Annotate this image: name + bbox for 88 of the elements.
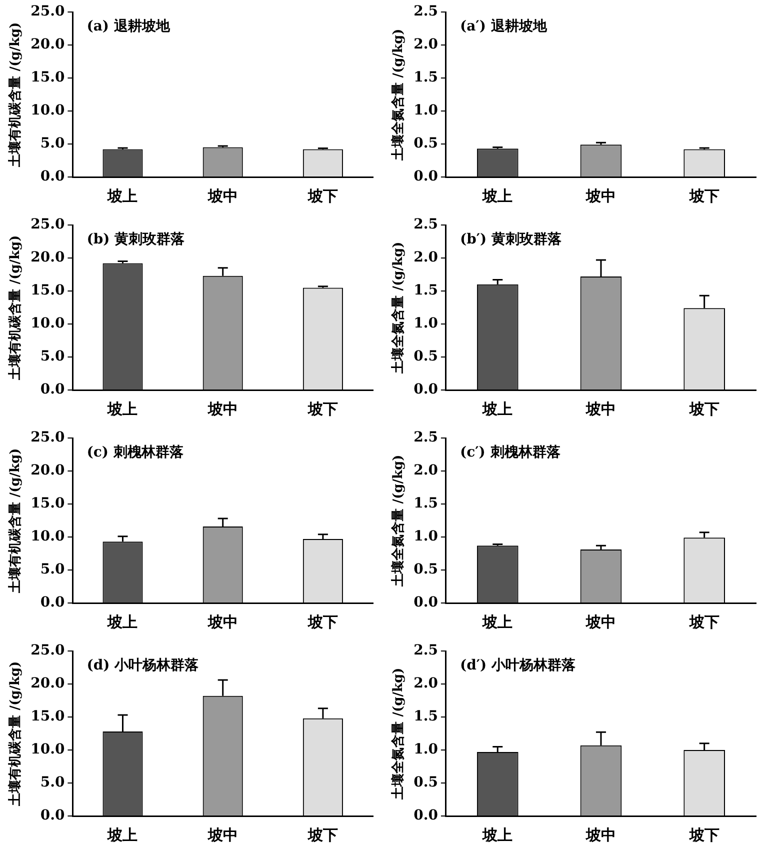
x-tick-label: 坡下 bbox=[688, 400, 720, 418]
y-tick-label: 20.0 bbox=[30, 250, 65, 266]
x-tick-label: 坡下 bbox=[688, 186, 720, 205]
y-tick-label: 0.0 bbox=[40, 168, 65, 185]
y-tick-label: 1.0 bbox=[414, 316, 438, 332]
y-tick-label: 25.0 bbox=[30, 430, 65, 446]
text: (a) 退耕坡地 bbox=[86, 18, 171, 35]
y-tick-label: 0.0 bbox=[414, 808, 438, 824]
x-tick-label: 坡下 bbox=[306, 612, 338, 631]
y-axis-title: 土壤有机碳含量 /(g/kg) bbox=[7, 448, 24, 594]
y-tick-label: 10.0 bbox=[30, 528, 65, 545]
y-tick-label: 25.0 bbox=[30, 642, 65, 659]
x-tick-label: 坡中 bbox=[206, 612, 238, 631]
y-axis-title: 土壤有机碳含量 /(g/kg) bbox=[7, 661, 24, 807]
text: (b) 黄刺玫群落 bbox=[86, 232, 186, 248]
y-tick-label: 5.0 bbox=[40, 774, 65, 791]
x-tick-label: 坡中 bbox=[584, 186, 616, 205]
y-tick-label: 20.0 bbox=[30, 36, 65, 53]
y-tick-label: 2.0 bbox=[414, 676, 438, 692]
text: (c′) 刺槐林群落 bbox=[460, 444, 562, 461]
y-axis-title: 土壤有机碳含量 /(g/kg) bbox=[7, 235, 24, 381]
y-tick-label: 0.0 bbox=[414, 168, 438, 185]
y-tick-label: 2.5 bbox=[414, 430, 438, 446]
y-tick-label: 20.0 bbox=[30, 462, 65, 479]
y-tick-label: 2.0 bbox=[414, 462, 438, 479]
x-tick-label: 坡中 bbox=[584, 612, 616, 631]
y-tick-label: 0.5 bbox=[414, 562, 438, 578]
y-axis-title: 土壤全氮含量 /(g/kg) bbox=[390, 668, 406, 800]
y-axis-title: 土壤有机碳含量 /(g/kg) bbox=[7, 22, 24, 168]
y-tick-label: 0.0 bbox=[40, 382, 65, 398]
y-tick-label: 0.5 bbox=[414, 136, 438, 152]
y-tick-label: 1.5 bbox=[414, 70, 438, 86]
x-tick-label: 坡中 bbox=[206, 826, 238, 844]
y-tick-label: 15.0 bbox=[30, 708, 65, 725]
y-tick-label: 0.0 bbox=[40, 594, 65, 611]
y-tick-label: 0.5 bbox=[414, 348, 438, 365]
y-tick-label: 1.0 bbox=[414, 742, 438, 758]
y-tick-label: 15.0 bbox=[30, 282, 65, 299]
y-tick-label: 2.5 bbox=[414, 642, 438, 659]
y-tick-label: 5.0 bbox=[40, 348, 65, 365]
y-tick-label: 1.0 bbox=[414, 528, 438, 545]
y-tick-label: 0.0 bbox=[414, 594, 438, 611]
x-tick-label: 坡中 bbox=[584, 400, 616, 418]
y-tick-label: 25.0 bbox=[30, 4, 65, 20]
x-tick-label: 坡上 bbox=[106, 826, 138, 844]
x-tick-label: 坡下 bbox=[306, 826, 338, 844]
x-tick-label: 坡中 bbox=[206, 186, 238, 205]
y-axis-title: 土壤全氮含量 /(g/kg) bbox=[390, 28, 406, 162]
y-tick-label: 10.0 bbox=[30, 102, 65, 119]
text: (a′) 退耕坡地 bbox=[460, 18, 548, 35]
text: (c) 刺槐林群落 bbox=[86, 444, 184, 461]
y-axis-title: 土壤全氮含量 /(g/kg) bbox=[390, 454, 406, 588]
x-tick-label: 坡下 bbox=[306, 400, 338, 418]
y-tick-label: 20.0 bbox=[30, 676, 65, 692]
text: (d′) 小叶杨林群落 bbox=[460, 658, 577, 674]
y-tick-label: 2.0 bbox=[414, 250, 438, 266]
x-tick-label: 坡中 bbox=[584, 826, 616, 844]
y-tick-label: 0.0 bbox=[40, 808, 65, 824]
x-tick-label: 坡下 bbox=[306, 186, 338, 205]
y-tick-label: 5.0 bbox=[40, 136, 65, 152]
y-tick-label: 15.0 bbox=[30, 70, 65, 86]
y-tick-label: 1.0 bbox=[414, 102, 438, 119]
y-tick-label: 2.5 bbox=[414, 4, 438, 20]
x-tick-label: 坡上 bbox=[482, 400, 513, 418]
y-tick-label: 25.0 bbox=[30, 216, 65, 233]
text: (d) 小叶杨林群落 bbox=[86, 658, 200, 674]
x-tick-label: 坡上 bbox=[106, 400, 138, 418]
y-tick-label: 2.0 bbox=[414, 36, 438, 53]
x-tick-label: 坡上 bbox=[482, 186, 513, 205]
x-tick-label: 坡上 bbox=[482, 612, 513, 631]
y-tick-label: 10.0 bbox=[30, 742, 65, 758]
text: (b′) 黄刺玫群落 bbox=[460, 232, 563, 248]
y-tick-label: 0.0 bbox=[414, 382, 438, 398]
y-tick-label: 1.5 bbox=[414, 496, 438, 512]
y-tick-label: 2.5 bbox=[414, 216, 438, 233]
y-axis-title: 土壤全氮含量 /(g/kg) bbox=[390, 242, 406, 374]
x-tick-label: 坡下 bbox=[688, 826, 720, 844]
y-tick-label: 10.0 bbox=[30, 316, 65, 332]
y-tick-label: 5.0 bbox=[40, 562, 65, 578]
x-tick-label: 坡中 bbox=[206, 400, 238, 418]
x-tick-label: 坡上 bbox=[482, 826, 513, 844]
y-tick-label: 1.5 bbox=[414, 282, 438, 299]
y-tick-label: 15.0 bbox=[30, 496, 65, 512]
y-tick-label: 0.5 bbox=[414, 774, 438, 791]
y-tick-label: 1.5 bbox=[414, 708, 438, 725]
x-tick-label: 坡下 bbox=[688, 612, 720, 631]
x-tick-label: 坡上 bbox=[106, 612, 138, 631]
x-tick-label: 坡上 bbox=[106, 186, 138, 205]
